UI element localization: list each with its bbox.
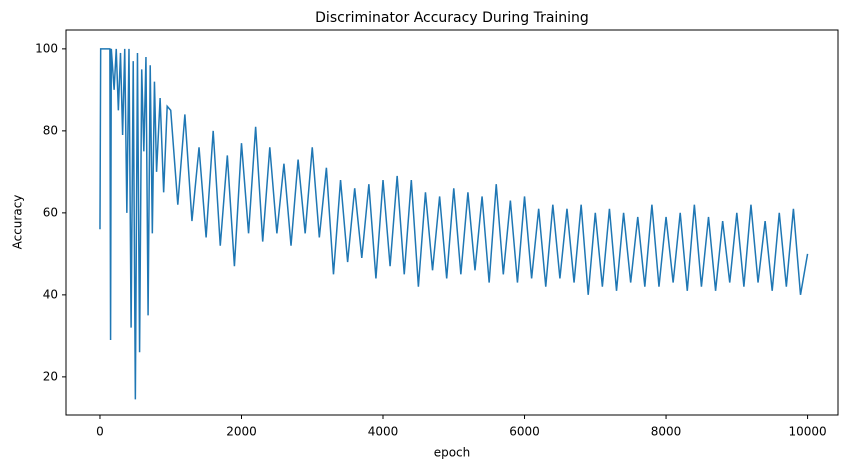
x-tick-label: 2000	[226, 425, 257, 439]
x-tick-label: 10000	[788, 425, 826, 439]
y-tick-label: 100	[35, 41, 58, 55]
y-tick-label: 40	[43, 287, 58, 301]
x-tick-label: 4000	[368, 425, 399, 439]
x-tick-label: 0	[96, 425, 104, 439]
data-line	[99, 48, 809, 400]
y-axis-label: Accuracy	[11, 195, 25, 250]
y-tick-label: 60	[43, 205, 58, 219]
chart-title: Discriminator Accuracy During Training	[315, 10, 589, 26]
y-tick-label: 20	[43, 369, 58, 383]
plot-frame	[65, 29, 839, 416]
x-tick-label: 8000	[651, 425, 682, 439]
x-tick-label: 6000	[509, 425, 540, 439]
x-axis-label: epoch	[434, 446, 471, 460]
y-tick-label: 80	[43, 123, 58, 137]
